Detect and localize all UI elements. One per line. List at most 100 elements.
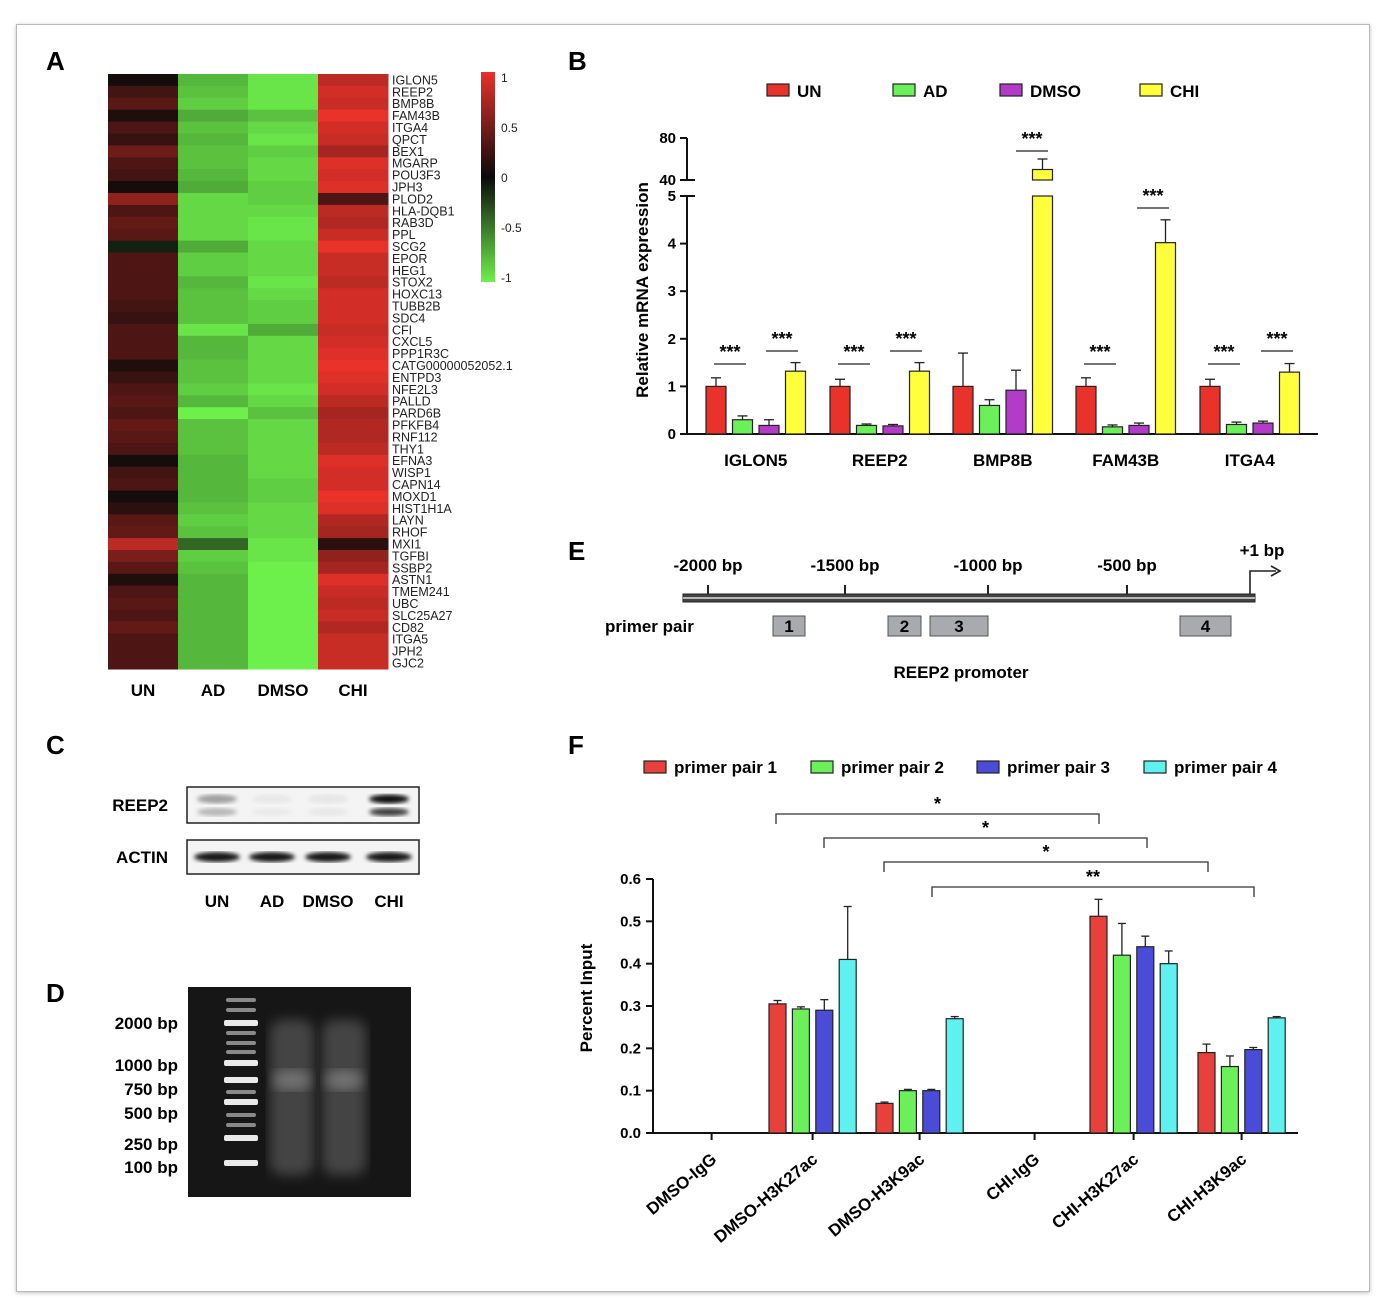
position-label: -2000 bp	[674, 556, 743, 575]
bar	[1252, 422, 1274, 435]
heatmap-cell	[108, 228, 179, 242]
heatmap-cell	[178, 300, 249, 313]
heatmap-cell	[108, 157, 179, 170]
y-tick-label: 5	[668, 188, 676, 205]
x-category-label: CHI-H3K9ac	[1163, 1150, 1250, 1227]
heatmap-cell	[108, 419, 179, 432]
heatmap-cell	[248, 585, 319, 599]
position-label: -1000 bp	[954, 556, 1023, 575]
bar	[1244, 1049, 1263, 1134]
heatmap-cell	[108, 431, 179, 444]
bar	[945, 1018, 964, 1134]
gene-label: RAB3D	[392, 216, 434, 230]
heatmap-cell	[318, 359, 389, 372]
bar	[1075, 385, 1097, 435]
gene-label: CATG00000052052.1	[392, 359, 513, 373]
y-tick-label: 3	[668, 283, 676, 300]
colorbar-tick: -0.5	[501, 221, 522, 235]
heatmap-cell	[108, 466, 179, 480]
bar	[1197, 1051, 1216, 1134]
heatmap-cell	[318, 419, 389, 432]
gene-label: PFKFB4	[392, 419, 439, 433]
heatmap-cell	[318, 97, 389, 111]
gene-label: TUBB2B	[392, 300, 441, 314]
bar	[838, 958, 857, 1134]
heatmap-cell	[318, 216, 389, 230]
heatmap-cell	[248, 478, 319, 491]
heatmap-cell	[108, 538, 179, 551]
heatmap-cell	[108, 633, 179, 646]
heatmap-cell	[248, 407, 319, 420]
blot-row-label: ACTIN	[116, 848, 168, 867]
bar	[705, 385, 727, 435]
bar	[1154, 242, 1177, 435]
dna-smear	[322, 1020, 366, 1175]
gene-label: NFE2L3	[392, 383, 438, 397]
panel-c-letter: C	[46, 730, 65, 760]
gene-label: PARD6B	[392, 407, 441, 421]
bar	[922, 1090, 941, 1134]
heatmap-cell	[318, 157, 389, 170]
gene-label: UBC	[392, 597, 418, 611]
legend-label: DMSO	[1030, 82, 1081, 101]
heatmap-cell	[178, 514, 249, 527]
heatmap-cell	[108, 169, 179, 182]
legend-label: primer pair 3	[1007, 758, 1110, 777]
legend-label: primer pair 1	[674, 758, 777, 777]
panel-f-letter: F	[568, 730, 584, 760]
legend-label: primer pair 4	[1174, 758, 1278, 777]
heatmap-cell	[178, 431, 249, 444]
gene-label: CAPN14	[392, 478, 441, 492]
gel-panel: 2000 bp 1000 bp 750 bp 500 bp 250 bp 100 bp	[115, 987, 411, 1197]
heatmap-cell	[178, 121, 249, 134]
heatmap-cell	[318, 252, 389, 265]
bar	[731, 419, 754, 435]
gene-label: TGFBI	[392, 549, 429, 563]
x-category-label: DMSO-H3K9ac	[825, 1150, 928, 1241]
heatmap-column-label: DMSO	[258, 681, 309, 700]
bar	[1005, 389, 1027, 435]
heatmap-cell	[108, 335, 179, 349]
heatmap-cell	[248, 193, 319, 206]
heatmap-cell	[178, 490, 249, 503]
gene-label: THY1	[392, 442, 424, 456]
heatmap-cell	[248, 573, 319, 587]
heatmap-cell	[248, 645, 319, 658]
gene-label: SDC4	[392, 311, 425, 325]
y-axis-title: Percent Input	[577, 943, 596, 1052]
blot-band	[249, 852, 295, 862]
heatmap-cell	[178, 657, 249, 670]
blot-band	[366, 852, 412, 862]
heatmap-cell	[178, 85, 249, 99]
heatmap-cell	[108, 97, 179, 111]
heatmap-cell	[108, 371, 179, 384]
heatmap-cell	[108, 240, 179, 253]
heatmap-cell	[318, 193, 389, 206]
heatmap-cell	[248, 550, 319, 563]
heatmap-cell	[318, 169, 389, 182]
legend-swatch	[976, 760, 1000, 774]
heatmap-cell	[178, 585, 249, 599]
heatmap-cell	[108, 442, 179, 456]
heatmap-cell	[248, 85, 319, 99]
colorbar-tick: 0.5	[501, 121, 518, 135]
ladder-band	[226, 1123, 256, 1127]
ladder-band	[224, 1020, 258, 1026]
bar	[1220, 1065, 1240, 1134]
ladder-label: 2000 bp	[115, 1014, 178, 1033]
significance-label: ***	[1213, 342, 1234, 362]
heatmap-cell	[178, 621, 249, 634]
primer-number: 1	[784, 617, 793, 636]
gene-label: MGARP	[392, 157, 438, 171]
primer-box	[1179, 615, 1232, 637]
heatmap-cell	[178, 335, 249, 349]
heatmap-cell	[178, 288, 249, 301]
heatmap-cell	[178, 466, 249, 480]
blot-lane-label: AD	[260, 892, 285, 911]
heatmap-cell	[248, 240, 319, 253]
y-tick-label: 0.1	[620, 1083, 641, 1100]
gene-label: MXI1	[392, 538, 421, 552]
heatmap-cell	[108, 454, 179, 468]
heatmap-cell	[318, 395, 389, 408]
x-category-label: IGLON5	[724, 451, 787, 470]
